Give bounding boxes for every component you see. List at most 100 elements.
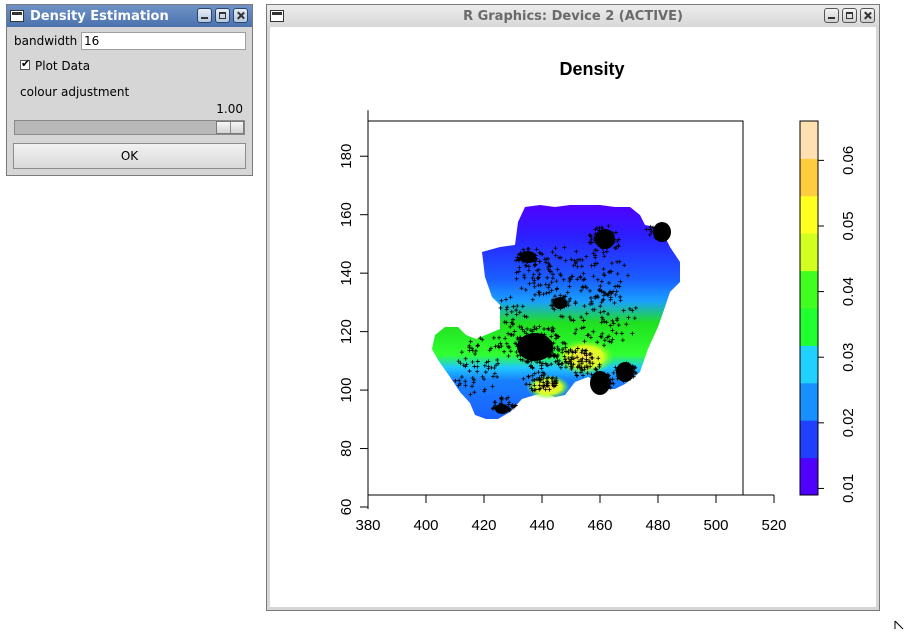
data-point (514, 312, 519, 317)
data-point (499, 395, 504, 400)
maximize-icon[interactable] (842, 8, 857, 23)
ok-button[interactable]: OK (13, 143, 246, 169)
mouse-cursor-icon (894, 620, 904, 630)
data-point (608, 323, 613, 328)
data-point (593, 255, 598, 260)
data-point (618, 294, 623, 299)
data-point (588, 364, 593, 369)
data-point (526, 268, 531, 273)
data-point (647, 232, 652, 237)
window-menu-icon[interactable] (270, 10, 284, 22)
data-point (606, 223, 611, 228)
data-point (557, 358, 562, 363)
dialog-title: Density Estimation (30, 8, 169, 24)
slider-handle[interactable] (216, 121, 244, 134)
data-point (526, 264, 531, 269)
graphics-titlebar[interactable]: R Graphics: Device 2 (ACTIVE) (267, 5, 879, 27)
window-menu-icon[interactable] (10, 10, 24, 22)
close-icon[interactable] (860, 8, 875, 23)
data-point (542, 257, 547, 262)
data-point (617, 284, 622, 289)
data-point (553, 359, 558, 364)
data-point (520, 304, 525, 309)
data-point (563, 365, 568, 370)
data-point (530, 373, 535, 378)
data-point (475, 359, 480, 364)
data-point (526, 374, 531, 379)
data-point (547, 290, 552, 295)
data-point (588, 233, 593, 238)
data-point (546, 267, 551, 272)
data-point (594, 248, 599, 253)
data-point (521, 376, 526, 381)
x-axis: 380 400 420 440 460 480 500 520 (355, 494, 787, 534)
data-point (587, 240, 592, 245)
y-tick-label: 120 (338, 319, 355, 344)
data-point (532, 284, 537, 289)
data-point (502, 349, 507, 354)
data-point (599, 335, 604, 340)
color-swatch (800, 308, 818, 346)
legend-tick-label: 0.05 (840, 211, 857, 240)
data-point (545, 363, 550, 368)
data-point (548, 264, 553, 269)
data-point (566, 361, 571, 366)
data-point (512, 329, 517, 334)
data-point (475, 369, 480, 374)
data-point (525, 246, 530, 251)
data-point (584, 254, 589, 259)
y-tick-label: 60 (338, 499, 355, 516)
plot-data-label[interactable]: Plot Data (35, 59, 91, 73)
maximize-icon[interactable] (215, 8, 230, 23)
data-point (553, 253, 558, 258)
bandwidth-input[interactable] (81, 32, 246, 50)
data-point-cluster (590, 371, 610, 395)
data-point (517, 265, 522, 270)
data-point (580, 348, 585, 353)
close-icon[interactable] (233, 8, 248, 23)
data-point (546, 383, 551, 388)
data-point (542, 327, 547, 332)
data-point (530, 297, 535, 302)
data-point (614, 331, 619, 336)
data-point (519, 286, 524, 291)
data-point (536, 276, 541, 281)
data-point (541, 383, 546, 388)
data-point (630, 308, 635, 313)
data-point (573, 300, 578, 305)
data-point (603, 291, 608, 296)
plot-title: Density (559, 59, 624, 79)
legend-tick-label: 0.06 (840, 146, 857, 175)
data-point (457, 378, 462, 383)
data-point (482, 389, 487, 394)
data-point (525, 326, 530, 331)
data-point-cluster (553, 297, 567, 309)
data-point-cluster (653, 222, 671, 242)
data-point (546, 261, 551, 266)
graphics-window-title: R Graphics: Device 2 (ACTIVE) (463, 8, 683, 24)
data-point (467, 369, 472, 374)
dialog-titlebar[interactable]: Density Estimation (7, 5, 252, 27)
data-point (563, 294, 568, 299)
data-point (528, 364, 533, 369)
minimize-icon[interactable] (197, 8, 212, 23)
x-tick-label: 500 (703, 517, 728, 534)
data-point (527, 281, 532, 286)
data-point (589, 299, 594, 304)
data-point (581, 271, 586, 276)
data-point (530, 329, 535, 334)
data-point (525, 359, 530, 364)
x-tick-label: 440 (529, 517, 554, 534)
data-point (537, 383, 542, 388)
colour-adjustment-slider[interactable] (14, 120, 245, 135)
data-point (602, 343, 607, 348)
data-point (569, 362, 574, 367)
data-point (560, 314, 565, 319)
plot-data-checkbox[interactable]: ✔ (20, 58, 30, 70)
data-point (545, 275, 550, 280)
data-point (502, 320, 507, 325)
minimize-icon[interactable] (824, 8, 839, 23)
data-point (514, 270, 519, 275)
data-point (537, 292, 542, 297)
data-point (467, 343, 472, 348)
